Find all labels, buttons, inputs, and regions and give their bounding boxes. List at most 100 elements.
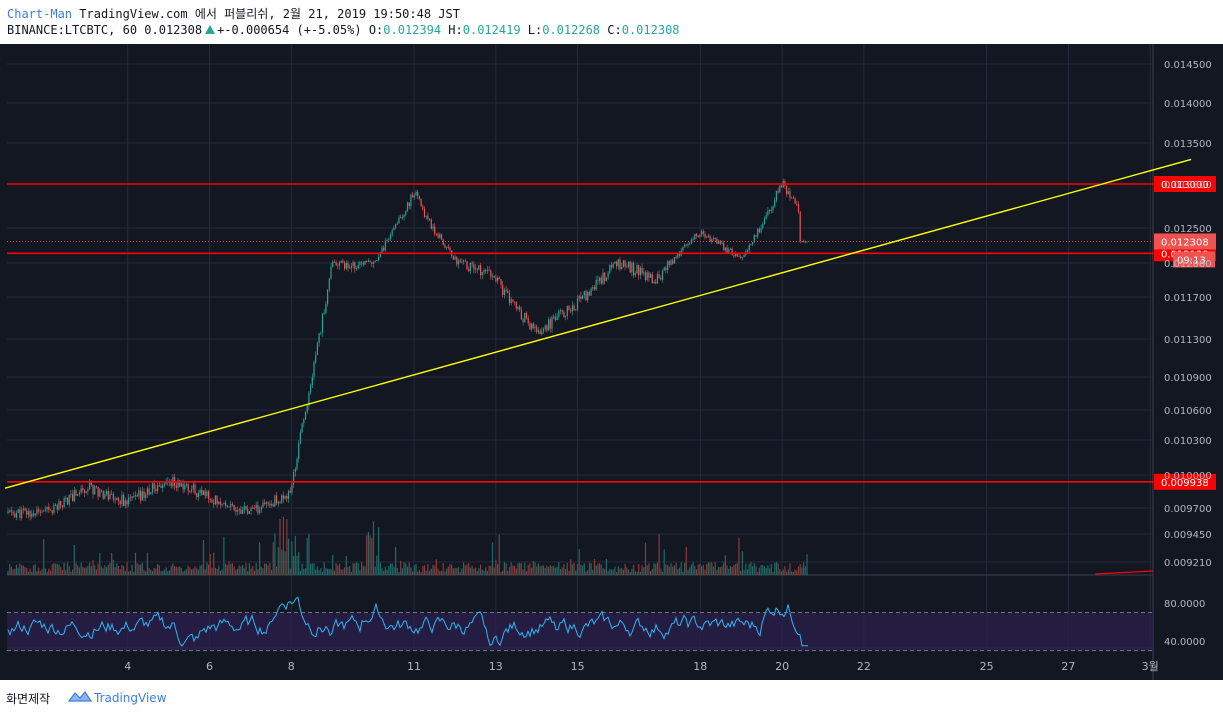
candle-body xyxy=(468,269,470,272)
candle-body xyxy=(41,511,43,513)
volume-bar xyxy=(658,534,660,575)
trendline-group[interactable] xyxy=(4,158,1192,489)
volume-bar xyxy=(566,562,568,575)
candle-body xyxy=(291,484,293,493)
volume-bar xyxy=(340,569,342,575)
candle-body xyxy=(338,262,341,266)
candle-body xyxy=(729,248,732,250)
volume-bar xyxy=(66,562,69,575)
candle-body xyxy=(60,500,62,506)
candle-body xyxy=(267,502,269,504)
volume-bar xyxy=(320,568,322,575)
volume-bar xyxy=(269,562,271,575)
candle-body xyxy=(197,492,199,498)
volume-bar xyxy=(393,566,395,575)
candle-body xyxy=(129,497,131,499)
price-tick-label: 0.012000 xyxy=(1164,259,1212,270)
candle-body xyxy=(599,277,601,281)
candle-body xyxy=(184,484,186,490)
candle-body xyxy=(68,494,70,505)
candle-body xyxy=(600,277,602,284)
candle-body xyxy=(26,510,28,515)
volume-bar xyxy=(327,568,329,575)
candle-body xyxy=(576,298,579,310)
candle-body xyxy=(257,505,259,514)
volume-bar xyxy=(663,549,665,575)
author-name[interactable]: Chart-Man xyxy=(7,7,73,21)
volume-bar xyxy=(585,571,587,575)
candle-body xyxy=(388,239,390,241)
candle-body xyxy=(476,268,478,270)
volume-bar xyxy=(546,565,548,575)
candle-body xyxy=(621,267,623,269)
candle-body xyxy=(701,231,703,235)
volume-bar xyxy=(272,542,274,575)
price-tick-label: 0.012500 xyxy=(1164,224,1212,235)
candle-body xyxy=(558,311,560,317)
candle-body xyxy=(240,509,242,514)
candle-body xyxy=(58,500,60,510)
candle-body xyxy=(605,277,607,281)
volume-bar xyxy=(571,564,573,575)
volume-bar xyxy=(678,567,681,575)
candle-body xyxy=(670,260,672,265)
volume-bar xyxy=(451,564,453,575)
candle-body xyxy=(571,305,573,312)
volume-bar xyxy=(430,568,432,575)
volume-bar xyxy=(459,571,461,575)
volume-bar xyxy=(779,569,781,575)
volume-bar xyxy=(345,556,347,575)
candle-body xyxy=(150,492,152,495)
volume-bar xyxy=(736,562,738,575)
candle-body xyxy=(38,509,40,512)
volume-bar xyxy=(660,568,662,575)
candle-body xyxy=(500,279,502,285)
candle-body xyxy=(609,265,611,273)
volume-bar xyxy=(646,565,648,575)
volume-bar xyxy=(597,563,599,575)
candle-body xyxy=(585,291,587,301)
volume-bar xyxy=(77,565,79,575)
candle-body xyxy=(77,494,79,496)
candle-body xyxy=(684,244,686,247)
candle-body xyxy=(27,511,29,515)
volume-bar xyxy=(463,562,465,575)
tradingview-logo-text[interactable]: TradingView xyxy=(94,691,167,705)
candle-body xyxy=(347,263,349,268)
candle-body xyxy=(644,272,647,280)
volume-bar xyxy=(182,571,184,575)
candle-body xyxy=(185,484,188,486)
volume-bar xyxy=(31,571,33,575)
candle-body xyxy=(325,303,327,314)
volume-bar xyxy=(791,571,793,575)
volume-bar xyxy=(514,565,516,575)
candle-body xyxy=(514,301,516,303)
candle-body xyxy=(56,505,58,510)
volume-bar xyxy=(495,559,497,575)
candle-body xyxy=(427,215,429,220)
candle-body xyxy=(755,235,757,237)
volume-bar xyxy=(146,552,148,575)
volume-bar xyxy=(464,565,466,575)
volume-bar xyxy=(413,565,415,575)
volume-bar xyxy=(406,566,409,575)
candle-body xyxy=(714,238,716,240)
candle-body xyxy=(794,198,796,204)
candle-body xyxy=(466,261,468,270)
candle-body xyxy=(242,509,244,514)
volume-bar xyxy=(580,564,582,575)
candle-body xyxy=(634,273,636,276)
candle-body xyxy=(660,278,662,280)
candle-body xyxy=(497,277,499,282)
candle-body xyxy=(534,326,536,328)
volume-bar xyxy=(466,564,468,575)
volume-bar xyxy=(410,567,412,575)
volume-bar xyxy=(731,566,733,575)
candle-body xyxy=(286,496,288,499)
tradingview-logo-icon[interactable] xyxy=(68,688,92,706)
candle-body xyxy=(471,263,473,265)
candle-body xyxy=(806,241,808,243)
candle-body xyxy=(196,493,198,498)
